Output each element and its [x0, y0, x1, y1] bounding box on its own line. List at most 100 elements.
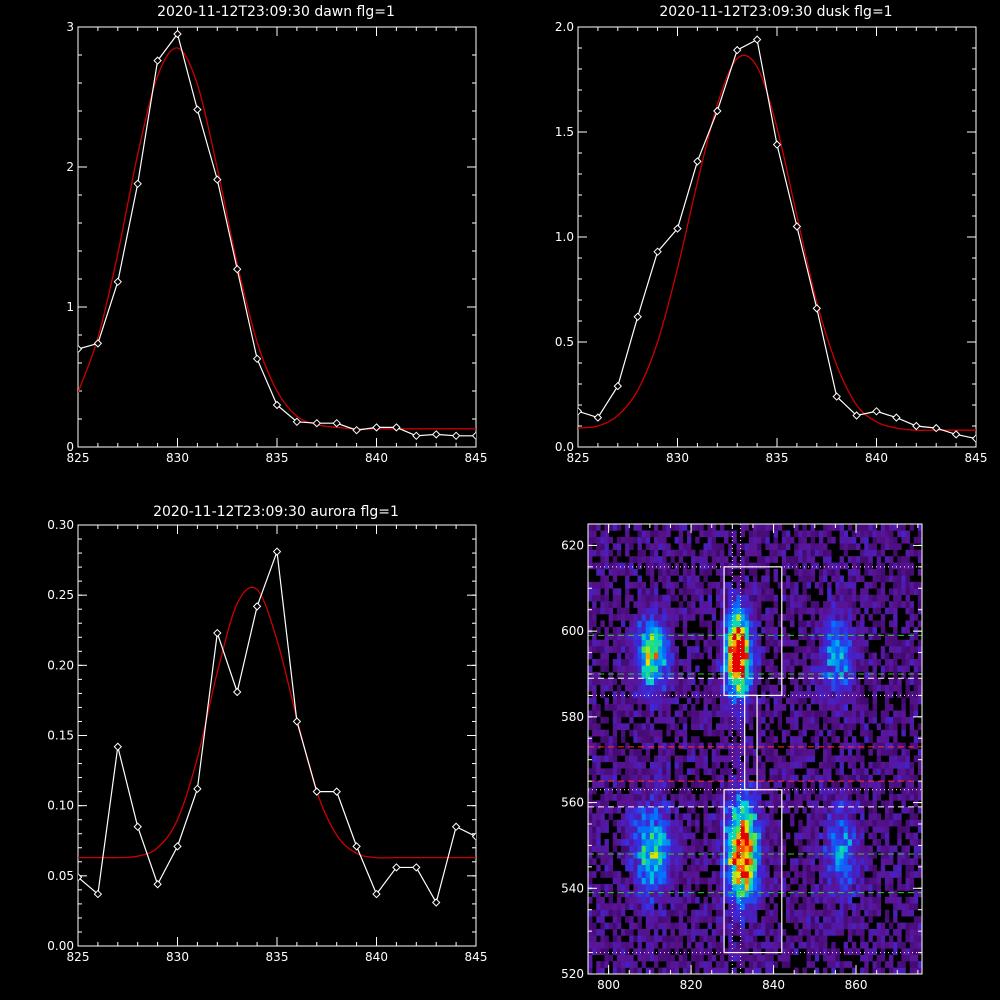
- heatmap-cell: [757, 871, 762, 878]
- heatmap-cell: [790, 909, 795, 917]
- heatmap-cell: [757, 614, 762, 621]
- heatmap-cell: [612, 704, 618, 711]
- heatmap-cell: [612, 588, 618, 596]
- heatmap-cell: [711, 858, 717, 866]
- heatmap-cell: [748, 806, 754, 814]
- heatmap-cell: [736, 916, 741, 923]
- heatmap-cell: [839, 530, 844, 538]
- heatmap-cell: [909, 768, 915, 776]
- heatmap-cell: [773, 524, 778, 531]
- heatmap-cell: [641, 601, 647, 608]
- heatmap-cell: [810, 665, 816, 673]
- heatmap-cell: [818, 896, 824, 904]
- heatmap-cell: [810, 787, 816, 795]
- heatmap-cell: [806, 954, 811, 962]
- heatmap-cell: [823, 890, 828, 898]
- heatmap-cell: [633, 794, 638, 801]
- heatmap-cell: [666, 832, 671, 840]
- heatmap-cell: [637, 935, 642, 943]
- heatmap-cell: [719, 787, 725, 795]
- heatmap-cell: [740, 896, 745, 904]
- heatmap-cell: [686, 607, 692, 615]
- heatmap-cell: [769, 948, 774, 956]
- heatmap-cell: [856, 768, 861, 776]
- heatmap-cell: [732, 884, 737, 891]
- heatmap-cell: [835, 575, 840, 583]
- heatmap-cell: [843, 536, 849, 544]
- heatmap-cell: [662, 896, 667, 904]
- heatmap-cell: [851, 800, 857, 808]
- heatmap-cell: [616, 826, 622, 833]
- heatmap-cell: [600, 569, 605, 576]
- heatmap-cell: [674, 536, 680, 544]
- heatmap-cell: [641, 581, 647, 589]
- heatmap-cell: [810, 800, 816, 808]
- heatmap-cell: [752, 890, 758, 898]
- heatmap-cell: [913, 800, 919, 808]
- heatmap-cell: [645, 896, 651, 904]
- heatmap-cell: [724, 678, 729, 686]
- heatmap-cell: [847, 774, 853, 782]
- heatmap-cell: [588, 935, 593, 943]
- heatmap-cell: [864, 864, 869, 872]
- heatmap-cell: [818, 659, 824, 666]
- heatmap-cell: [856, 639, 861, 647]
- heatmap-cell: [781, 665, 787, 673]
- heatmap-cell: [600, 922, 605, 930]
- heatmap-cell: [917, 890, 923, 898]
- heatmap-cell: [790, 697, 795, 705]
- heatmap-cell: [666, 614, 671, 621]
- heatmap-cell: [724, 723, 729, 731]
- heatmap-cell: [686, 755, 692, 763]
- heatmap-cell: [724, 761, 729, 769]
- heatmap-cell: [740, 961, 745, 968]
- heatmap-cell: [827, 626, 832, 634]
- heatmap-cell: [823, 723, 828, 731]
- heatmap-cell: [802, 536, 807, 544]
- heatmap-cell: [592, 761, 597, 769]
- heatmap-cell: [686, 665, 692, 673]
- heatmap-cell: [752, 948, 758, 956]
- heatmap-cell: [724, 594, 729, 602]
- dusk-x-tick-label: 840: [865, 451, 888, 465]
- heatmap-cell: [769, 614, 774, 621]
- heatmap-cell: [653, 768, 659, 776]
- heatmap-cell: [835, 961, 840, 968]
- heatmap-cell: [781, 594, 787, 602]
- heatmap-cell: [843, 607, 849, 615]
- heatmap-cell: [662, 890, 667, 898]
- heatmap-cell: [707, 710, 713, 718]
- heatmap-cell: [802, 723, 807, 731]
- heatmap-cell: [814, 922, 820, 930]
- heatmap-cell: [674, 948, 680, 956]
- heatmap-cell: [831, 903, 836, 911]
- heatmap-cell: [662, 909, 667, 917]
- heatmap-cell: [851, 639, 857, 647]
- heatmap-cell: [827, 633, 832, 641]
- heatmap-cell: [686, 768, 692, 776]
- heatmap-cell: [637, 704, 642, 711]
- heatmap-cell: [876, 633, 882, 641]
- heatmap-cell: [616, 781, 622, 788]
- heatmap-cell: [740, 954, 745, 962]
- heatmap-cell: [806, 877, 811, 885]
- heatmap-cell: [629, 581, 634, 589]
- heatmap-cell: [835, 871, 840, 878]
- heatmap-cell: [608, 569, 614, 576]
- heatmap-cell: [620, 736, 626, 743]
- heatmap-cell: [695, 723, 700, 731]
- heatmap-cell: [740, 781, 745, 788]
- heatmap-cell: [814, 530, 820, 538]
- heatmap-cell: [860, 530, 865, 538]
- aurora-panel: 2020-11-12T23:09:30 aurora flg=1 825 830 8…: [47, 504, 487, 964]
- heatmap-cell: [744, 614, 750, 621]
- heatmap-cell: [851, 716, 857, 724]
- heatmap-cell: [847, 761, 853, 769]
- heatmap-cell: [604, 800, 609, 808]
- heatmap-cell: [678, 556, 684, 563]
- heatmap-cell: [600, 755, 605, 763]
- heatmap-cell: [806, 710, 811, 718]
- heatmap-cell: [637, 845, 642, 853]
- heatmap-cell: [889, 890, 894, 898]
- dawn-data-point: [193, 105, 202, 114]
